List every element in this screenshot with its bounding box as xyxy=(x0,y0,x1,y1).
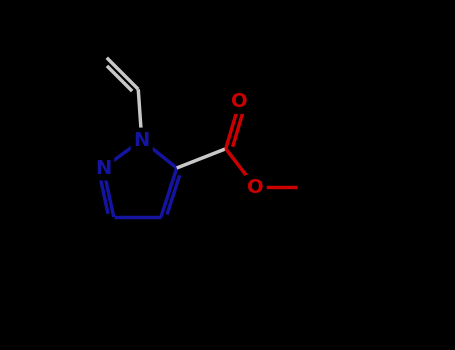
Text: O: O xyxy=(247,178,264,197)
Text: N: N xyxy=(95,159,111,177)
Text: N: N xyxy=(134,131,150,149)
Text: O: O xyxy=(232,92,248,111)
